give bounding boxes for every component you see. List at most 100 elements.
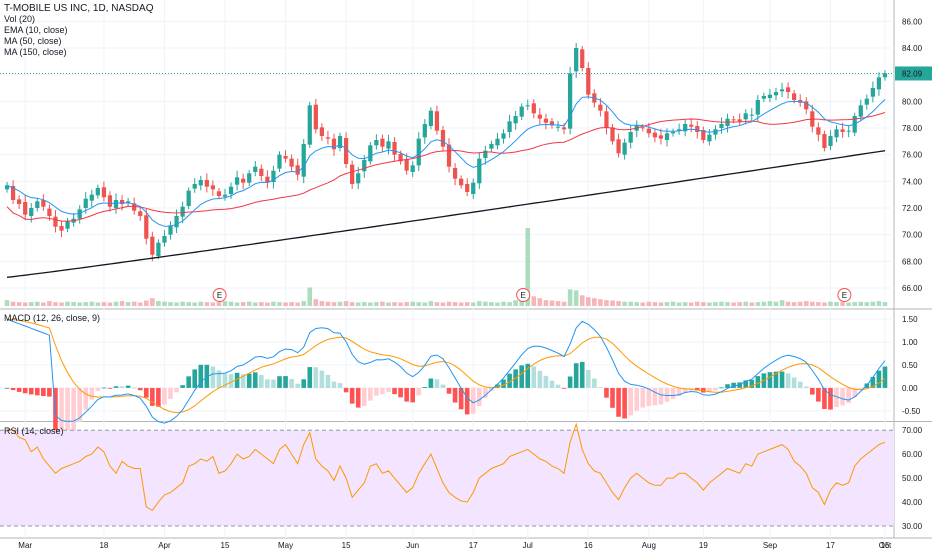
volume-bar	[107, 302, 113, 306]
candle-body	[610, 127, 615, 142]
volume-bar	[604, 300, 609, 306]
candle-body	[701, 130, 706, 140]
macd-histogram-bar	[422, 387, 428, 388]
volume-bar	[749, 302, 755, 306]
price-tick-label: 66.00	[902, 284, 923, 293]
volume-bar	[731, 302, 736, 306]
candle-body	[882, 73, 888, 78]
macd-histogram-bar	[452, 387, 458, 403]
volume-bar	[192, 302, 198, 306]
price-tick-label: 84.00	[902, 44, 923, 53]
candle-body	[362, 160, 367, 172]
volume-bar	[773, 301, 779, 306]
price-tick-label: 74.00	[902, 177, 923, 186]
candle-body	[35, 201, 40, 208]
candle-body	[65, 221, 70, 229]
volume-bar	[567, 289, 573, 306]
volume-bar	[840, 301, 845, 306]
macd-histogram-bar	[77, 387, 82, 423]
volume-bar	[283, 302, 288, 306]
macd-histogram-bar	[331, 381, 337, 388]
macd-histogram-bar	[252, 372, 258, 388]
macd-histogram-bar	[483, 387, 488, 398]
macd-histogram-bar	[386, 387, 391, 392]
volume-bar	[252, 302, 258, 306]
candle-body	[822, 134, 827, 148]
rsi-tick-label: 70.00	[902, 426, 923, 435]
candle-body	[271, 170, 276, 182]
macd-histogram-bar	[852, 387, 857, 397]
candle-body	[416, 138, 421, 166]
macd-histogram-bar	[501, 379, 506, 388]
candle-body	[689, 124, 694, 127]
candle-body	[83, 198, 88, 208]
earnings-marker	[212, 288, 227, 302]
volume-bar	[422, 302, 428, 306]
macd-histogram-bar	[349, 387, 355, 404]
macd-histogram-bar	[791, 377, 797, 388]
candle-body	[150, 236, 155, 255]
volume-bar	[216, 302, 222, 306]
macd-histogram-bar	[22, 387, 28, 394]
macd-histogram-bar	[767, 372, 773, 388]
legend-volume: Vol (20)	[4, 14, 36, 24]
macd-histogram-bar	[216, 370, 222, 388]
candle-body	[628, 132, 633, 143]
candle-body	[477, 158, 482, 184]
rsi-tick-label: 60.00	[902, 450, 923, 459]
candle-body	[513, 116, 518, 124]
volume-bar	[858, 301, 864, 306]
macd-histogram-bar	[579, 361, 585, 388]
macd-histogram-bar	[876, 370, 882, 388]
macd-histogram-bar	[434, 379, 440, 388]
candle-body	[749, 114, 754, 116]
volume-bar	[271, 301, 276, 306]
chart-title: T-MOBILE US INC, 1D, NASDAQ	[4, 3, 154, 14]
macd-histogram-bar	[4, 387, 10, 389]
rsi-tick-label: 30.00	[902, 522, 923, 531]
macd-histogram-bar	[694, 387, 700, 391]
volume-bar	[210, 302, 216, 306]
macd-histogram-bar	[755, 376, 761, 388]
volume-bar	[246, 301, 252, 306]
volume-bar	[477, 301, 482, 306]
volume-bar	[295, 302, 300, 306]
price-tick-label: 70.00	[902, 231, 923, 240]
time-tick-label: Oct	[879, 541, 892, 550]
macd-histogram-bar	[404, 387, 409, 402]
macd-legend: MACD (12, 26, close, 9)	[4, 313, 100, 324]
macd-histogram-bar	[174, 387, 179, 393]
volume-bar	[658, 302, 664, 306]
candle-body	[247, 173, 252, 183]
macd-histogram-bar	[313, 367, 319, 388]
macd-histogram-bar	[277, 376, 282, 388]
macd-histogram-bar	[598, 387, 603, 388]
volume-bar	[162, 301, 167, 306]
macd-histogram-bar	[822, 387, 827, 409]
volume-bar	[349, 302, 355, 306]
candle-body	[586, 68, 591, 95]
macd-histogram-bar	[670, 387, 676, 399]
macd-histogram-bar	[295, 383, 300, 388]
macd-histogram-bar	[464, 387, 470, 415]
volume-bar	[380, 301, 385, 306]
volume-bar	[174, 302, 179, 306]
macd-histogram-bar	[828, 387, 833, 410]
rsi-tick-label: 50.00	[902, 474, 923, 483]
macd-histogram-bar	[83, 387, 89, 410]
time-tick-label: Sep	[763, 541, 778, 550]
volume-bar	[113, 301, 119, 306]
volume-bar	[816, 302, 821, 306]
macd-histogram-bar	[210, 366, 216, 388]
macd-histogram-bar	[398, 387, 403, 398]
volume-bar	[828, 301, 833, 306]
volume-bar	[186, 302, 191, 306]
macd-histogram-bar	[28, 387, 34, 395]
volume-bar	[707, 302, 712, 306]
volume-bar	[501, 301, 506, 306]
volume-bar	[531, 296, 537, 306]
volume-bar	[803, 301, 809, 306]
macd-line	[6, 318, 886, 424]
volume-bar	[452, 302, 458, 306]
